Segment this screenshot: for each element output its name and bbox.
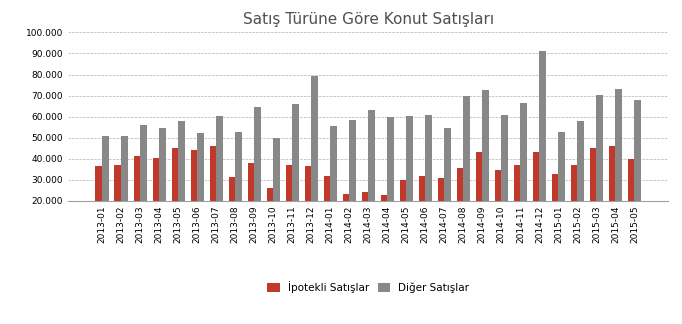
Bar [533, 153, 539, 243]
Bar [552, 174, 559, 243]
Bar [615, 89, 622, 243]
Bar [323, 176, 330, 243]
Bar [178, 121, 185, 243]
Bar [571, 165, 578, 243]
Bar [273, 138, 280, 243]
Bar [102, 135, 109, 243]
Bar [559, 133, 565, 243]
Bar [190, 150, 197, 243]
Bar [342, 193, 349, 243]
Bar [578, 121, 584, 243]
Bar [293, 104, 299, 243]
Bar [134, 156, 140, 243]
Bar [95, 166, 102, 243]
Bar [228, 177, 235, 243]
Bar [590, 148, 596, 243]
Bar [596, 95, 603, 243]
Bar [438, 178, 444, 243]
Bar [463, 96, 470, 243]
Bar [140, 125, 147, 243]
Bar [387, 117, 394, 243]
Bar [514, 165, 520, 243]
Bar [501, 115, 508, 243]
Bar [368, 110, 375, 243]
Bar [406, 116, 413, 243]
Bar [286, 165, 293, 243]
Bar [609, 146, 615, 243]
Bar [475, 153, 482, 243]
Bar [494, 170, 501, 243]
Bar [381, 194, 387, 243]
Bar [457, 168, 463, 243]
Bar [311, 75, 318, 243]
Bar [121, 135, 128, 243]
Bar [115, 165, 121, 243]
Bar [627, 159, 634, 243]
Bar [444, 128, 451, 243]
Bar [197, 133, 204, 243]
Bar [171, 148, 178, 243]
Title: Satış Türüne Göre Konut Satışları: Satış Türüne Göre Konut Satışları [243, 12, 494, 27]
Bar [419, 176, 426, 243]
Bar [254, 107, 261, 243]
Bar [267, 188, 273, 243]
Legend: İpotekli Satışlar, Diğer Satışlar: İpotekli Satışlar, Diğer Satışlar [267, 282, 469, 294]
Bar [361, 192, 368, 243]
Bar [330, 126, 337, 243]
Bar [539, 51, 546, 243]
Bar [426, 115, 432, 243]
Bar [248, 163, 254, 243]
Bar [349, 120, 356, 243]
Bar [520, 103, 527, 243]
Bar [216, 116, 223, 243]
Bar [235, 133, 242, 243]
Bar [153, 158, 159, 243]
Bar [159, 128, 166, 243]
Bar [209, 146, 216, 243]
Bar [634, 100, 641, 243]
Bar [482, 90, 489, 243]
Bar [305, 166, 311, 243]
Bar [400, 180, 406, 243]
